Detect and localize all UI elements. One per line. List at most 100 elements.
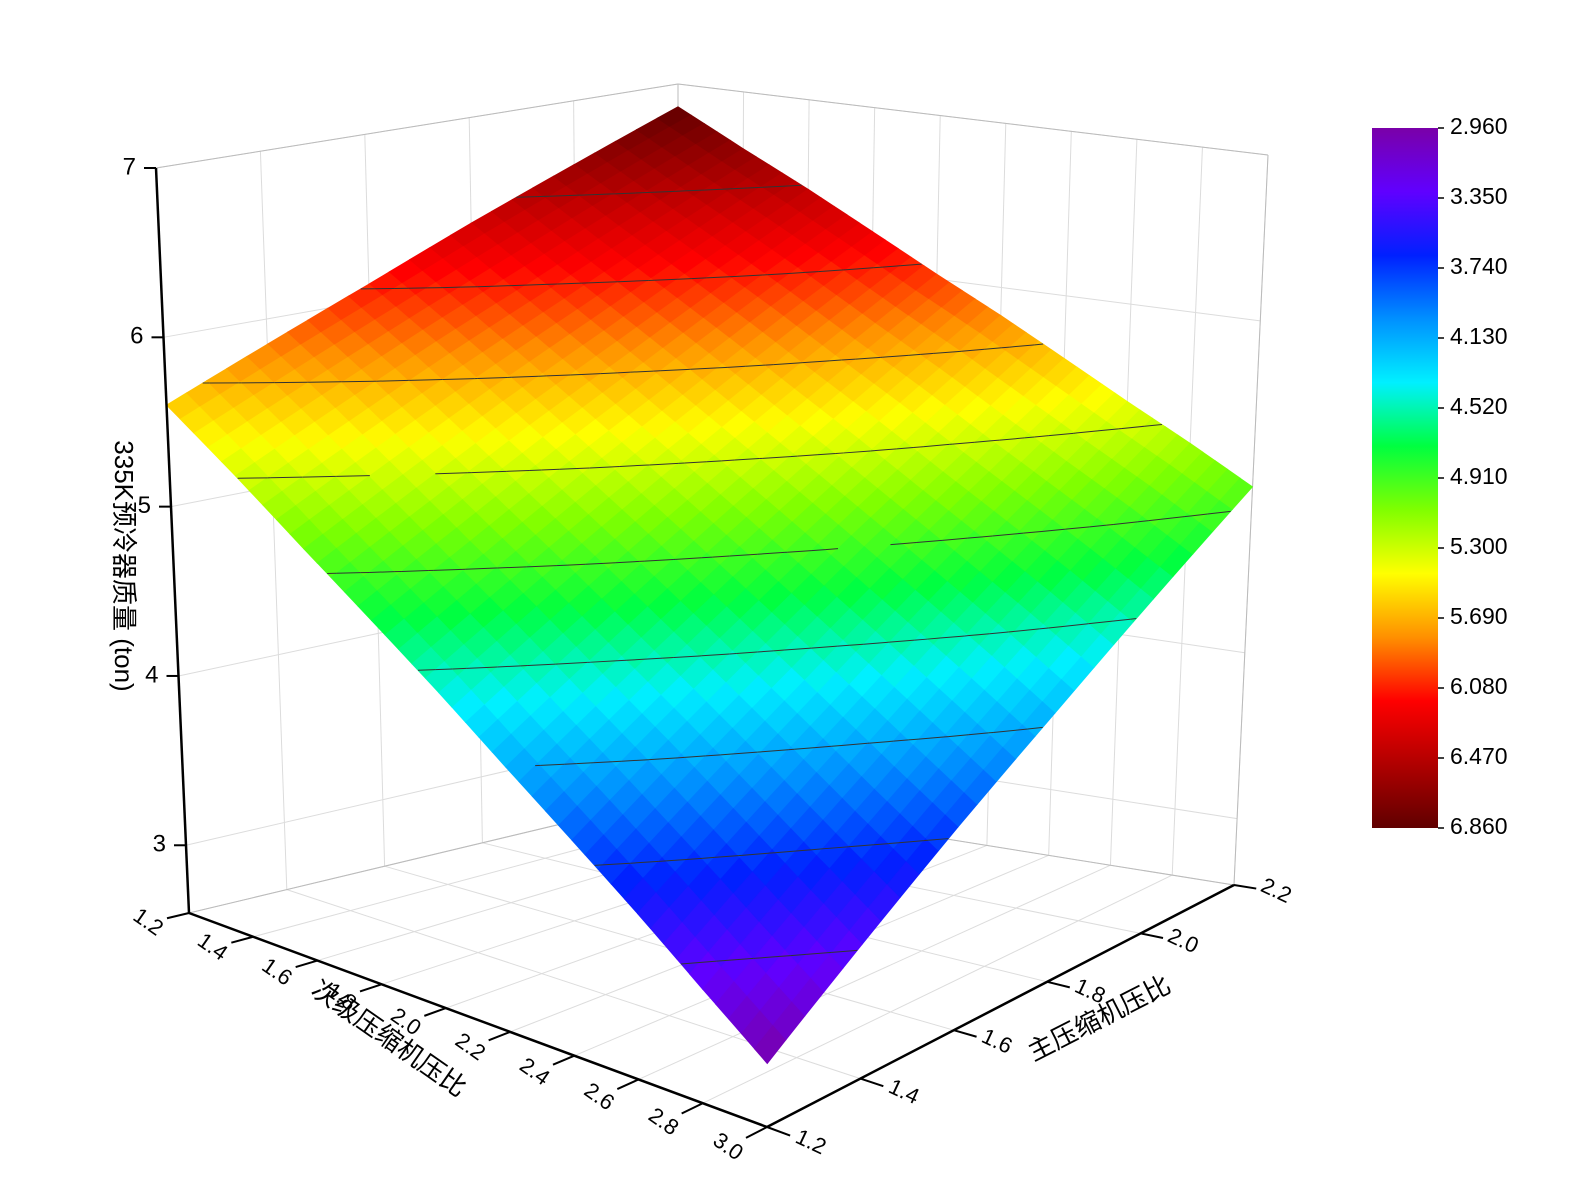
contour-line xyxy=(802,360,830,364)
contour-line xyxy=(436,472,468,475)
contour-line xyxy=(1065,526,1090,530)
x-tick xyxy=(166,912,190,920)
colorbar-tick-label: 5.300 xyxy=(1450,533,1508,559)
contour-line xyxy=(630,370,654,373)
contour-line xyxy=(645,657,663,660)
contour-line xyxy=(818,269,844,273)
contour-line xyxy=(933,350,960,354)
contour-line xyxy=(779,955,791,957)
contour-line xyxy=(433,568,463,571)
contour-line xyxy=(835,452,844,454)
contour-line xyxy=(908,353,921,356)
contour-line xyxy=(762,185,789,188)
x-tick-label: 2.2 xyxy=(451,1027,490,1065)
contour-line xyxy=(1041,528,1065,532)
contour-line xyxy=(621,759,649,762)
contour-line xyxy=(376,379,409,382)
contour-line xyxy=(1191,513,1208,517)
contour-line xyxy=(662,657,674,659)
contour-line xyxy=(784,647,812,651)
contour-line xyxy=(1130,618,1137,620)
x-tick xyxy=(681,1102,704,1115)
contour-line xyxy=(556,564,568,567)
colorbar-tick-label: 6.470 xyxy=(1450,743,1508,769)
contour-line xyxy=(1034,435,1049,438)
contour-line xyxy=(900,263,922,267)
contour-line xyxy=(908,738,919,741)
contour-line xyxy=(790,953,807,957)
z-axis-title: 335K预冷器质量 (ton) xyxy=(109,440,139,691)
contour-line xyxy=(913,446,924,449)
contour-line xyxy=(602,862,631,866)
contour-line xyxy=(401,570,429,572)
contour-line xyxy=(1121,425,1145,430)
x-tick-label: 1.2 xyxy=(129,903,168,941)
contour-line xyxy=(794,747,816,750)
contour-line xyxy=(576,467,590,470)
contour-line xyxy=(706,276,730,279)
z-tick-label: 5 xyxy=(138,492,151,519)
contour-line xyxy=(967,536,983,539)
contour-line xyxy=(1014,628,1040,632)
contour-line xyxy=(270,476,303,479)
contour-line xyxy=(948,734,969,738)
x-axis xyxy=(188,911,768,1129)
contour-line xyxy=(961,348,985,352)
contour-line xyxy=(630,860,659,864)
contour-line xyxy=(893,739,909,742)
x-tick xyxy=(295,959,318,969)
contour-line xyxy=(968,732,989,736)
contour-line xyxy=(1106,523,1114,526)
contour-line xyxy=(302,475,336,478)
contour-line xyxy=(617,371,631,374)
y-tick xyxy=(860,1077,884,1088)
contour-line xyxy=(680,962,700,965)
contour-line xyxy=(588,281,618,284)
contour-line xyxy=(999,437,1025,441)
contour-line xyxy=(825,548,839,551)
contour-line xyxy=(690,367,718,370)
contour-line xyxy=(1048,432,1074,437)
contour-line xyxy=(873,266,883,269)
contour-line xyxy=(762,456,791,459)
contour-line xyxy=(1089,524,1107,528)
contour-line xyxy=(336,572,361,574)
y-tick xyxy=(1233,884,1257,890)
contour-line xyxy=(705,754,721,757)
surface xyxy=(165,106,1254,1065)
contour-line xyxy=(942,537,968,541)
contour-line xyxy=(714,855,739,858)
contour-line xyxy=(626,658,646,661)
contour-line xyxy=(993,729,1019,733)
contour-line xyxy=(831,744,842,747)
colorbar-tick-label: 6.080 xyxy=(1450,673,1508,699)
z-tick-label: 4 xyxy=(145,661,158,688)
contour-line xyxy=(1009,344,1035,348)
contour-line xyxy=(541,468,560,471)
contour-line xyxy=(618,280,649,283)
surface-patch xyxy=(1120,588,1154,623)
contour-line xyxy=(729,554,750,557)
contour-line xyxy=(497,566,527,569)
contour-line xyxy=(1075,430,1098,434)
contour-line xyxy=(525,283,547,286)
colorbar-tick-label: 4.910 xyxy=(1450,463,1508,489)
surface-patch xyxy=(925,814,959,852)
contour-line xyxy=(773,649,785,652)
contour-line xyxy=(1184,515,1192,518)
contour-line xyxy=(734,458,760,461)
z-tick-label: 3 xyxy=(153,831,166,858)
contour-line xyxy=(952,441,975,445)
x-tick xyxy=(423,1007,447,1017)
y-tick-label: 1.2 xyxy=(792,1124,830,1160)
contour-line xyxy=(726,957,754,961)
x-tick xyxy=(616,1078,639,1090)
contour-line xyxy=(749,553,758,556)
contour-line xyxy=(898,840,924,844)
contour-line xyxy=(581,193,614,196)
contour-line xyxy=(589,466,613,469)
contour-line xyxy=(721,459,735,462)
contour-line xyxy=(336,475,370,477)
grid-line xyxy=(259,151,288,890)
